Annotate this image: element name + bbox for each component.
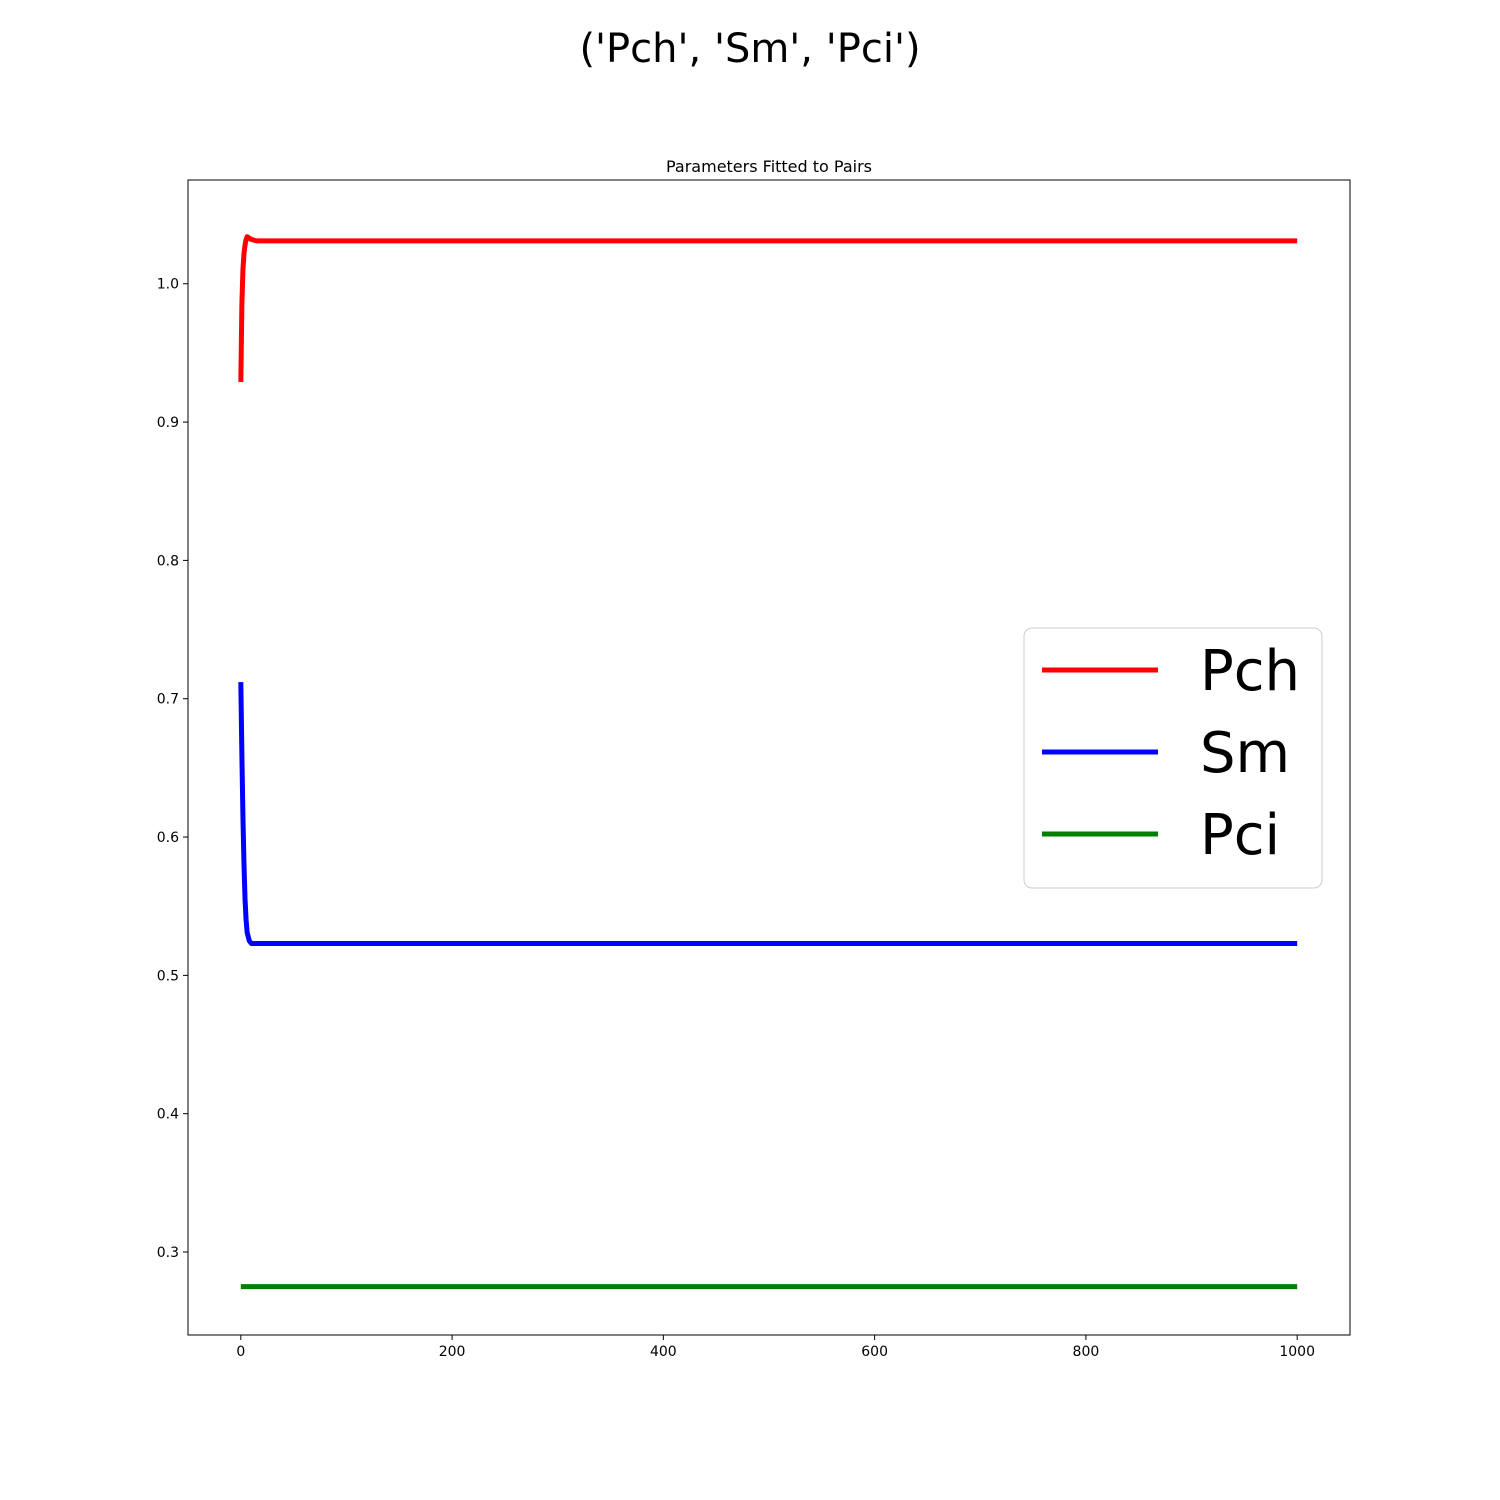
x-tick-label: 400	[650, 1344, 677, 1360]
y-tick-label: 0.3	[157, 1245, 179, 1261]
series-line-sm	[238, 682, 1298, 947]
x-tick-label: 0	[236, 1344, 245, 1360]
axes-title: Parameters Fitted to Pairs	[666, 157, 872, 176]
y-tick-label: 0.4	[157, 1107, 179, 1123]
legend: Pch Sm Pci	[1023, 627, 1323, 889]
series-line-pch	[238, 234, 1298, 382]
legend-items: Pch Sm Pci	[1042, 639, 1300, 868]
y-tick-label: 0.7	[157, 692, 179, 708]
x-axis: 0 200 400 600 800 1000	[236, 1335, 1315, 1360]
axes-frame	[187, 179, 1351, 1336]
y-tick-label: 1.0	[157, 277, 179, 293]
y-tick-label: 0.6	[157, 830, 179, 846]
legend-label-pch: Pch	[1200, 639, 1300, 704]
legend-label-sm: Sm	[1200, 721, 1290, 786]
x-tick-label: 800	[1073, 1344, 1100, 1360]
legend-frame	[1023, 627, 1323, 889]
x-tick-label: 600	[861, 1344, 888, 1360]
y-tick-label: 0.5	[157, 968, 179, 984]
y-tick-label: 0.9	[157, 415, 179, 431]
x-tick-label: 1000	[1279, 1344, 1315, 1360]
series-layer	[238, 234, 1298, 1290]
y-tick-label: 0.8	[157, 553, 179, 569]
legend-label-pci: Pci	[1200, 803, 1280, 868]
figure-suptitle: ('Pch', 'Sm', 'Pci')	[579, 26, 920, 72]
y-axis: 0.3 0.4 0.5 0.6 0.7 0.8 0.9 1.0	[157, 277, 188, 1261]
x-tick-label: 200	[439, 1344, 466, 1360]
